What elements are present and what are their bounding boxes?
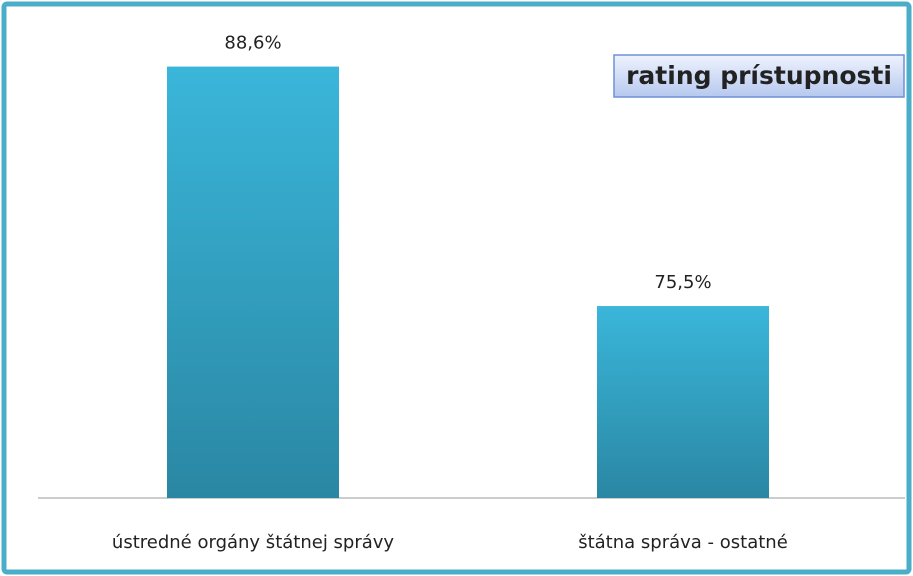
x-tick-label: štátna správa - ostatné (578, 532, 788, 553)
title-box (613, 54, 905, 98)
chart-title: rating prístupnosti (626, 61, 892, 90)
bar (167, 66, 339, 498)
data-label: 88,6% (224, 33, 281, 54)
x-tick-label: ústredné orgány štátnej správy (112, 532, 395, 553)
bar (597, 306, 769, 498)
data-label: 75,5% (654, 272, 711, 293)
